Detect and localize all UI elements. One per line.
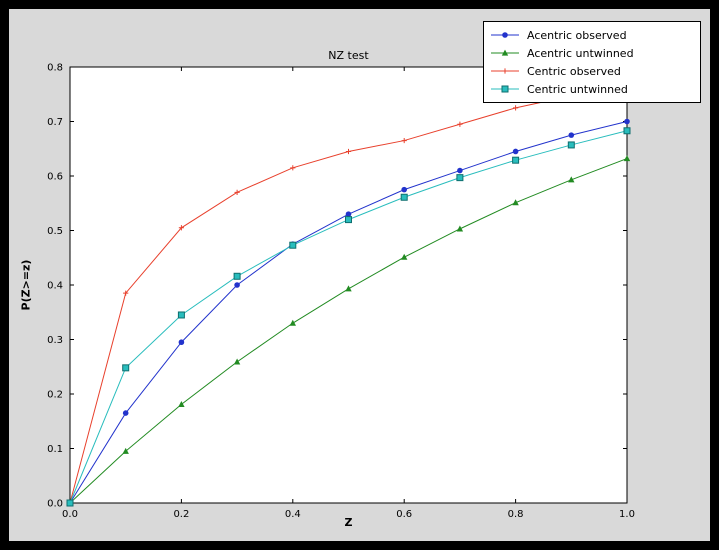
axis-ticks [69,66,628,504]
legend-label: Centric observed [527,64,621,78]
y-tick-label: 0.8 [47,63,63,74]
legend-sample-acentric-observed [491,32,519,38]
x-tick-label: 0.0 [62,509,78,520]
legend-sample-centric-untwinned [491,85,519,93]
y-axis-label: P(Z>=z) [19,259,33,311]
y-tick-label: 0.4 [47,281,63,292]
y-tick-label: 0.5 [47,226,63,237]
legend-label: Acentric observed [527,28,627,42]
y-tick-label: 0.0 [47,499,63,510]
tick-labels: 0.0 0.2 0.4 0.6 0.8 1.0 0.0 0.1 0.2 0.3 0.4 0.5 0.6 0… [47,63,635,521]
y-tick-label: 0.2 [47,390,63,401]
x-tick-label: 0.4 [285,509,301,520]
legend-label: Acentric untwinned [527,46,634,60]
x-tick-label: 0.6 [396,509,412,520]
series-centric-untwinned [66,127,631,507]
chart-title: NZ test [328,49,369,62]
y-tick-label: 0.1 [47,444,63,455]
legend-label: Centric untwinned [527,82,628,96]
y-tick-label: 0.7 [47,117,63,128]
legend-item-centric-untwinned: Centric untwinned [490,80,694,98]
legend-item-centric-observed: Centric observed [490,62,694,80]
legend-sample-acentric-untwinned [491,49,519,56]
legend-item-acentric-observed: Acentric observed [490,26,694,44]
x-axis-label: Z [344,516,353,529]
legend: Acentric observed Acentric untwinned Centr… [483,21,701,103]
y-tick-label: 0.6 [47,172,63,183]
legend-sample-centric-observed [491,68,519,74]
y-tick-label: 0.3 [47,335,63,346]
plot-area [69,66,628,504]
legend-item-acentric-untwinned: Acentric untwinned [490,44,694,62]
x-tick-label: 0.2 [173,509,189,520]
series-markers-centric-untwinned [66,127,631,507]
x-tick-label: 1.0 [619,509,635,520]
x-tick-label: 0.8 [508,509,524,520]
series-acentric-untwinned [66,155,631,506]
